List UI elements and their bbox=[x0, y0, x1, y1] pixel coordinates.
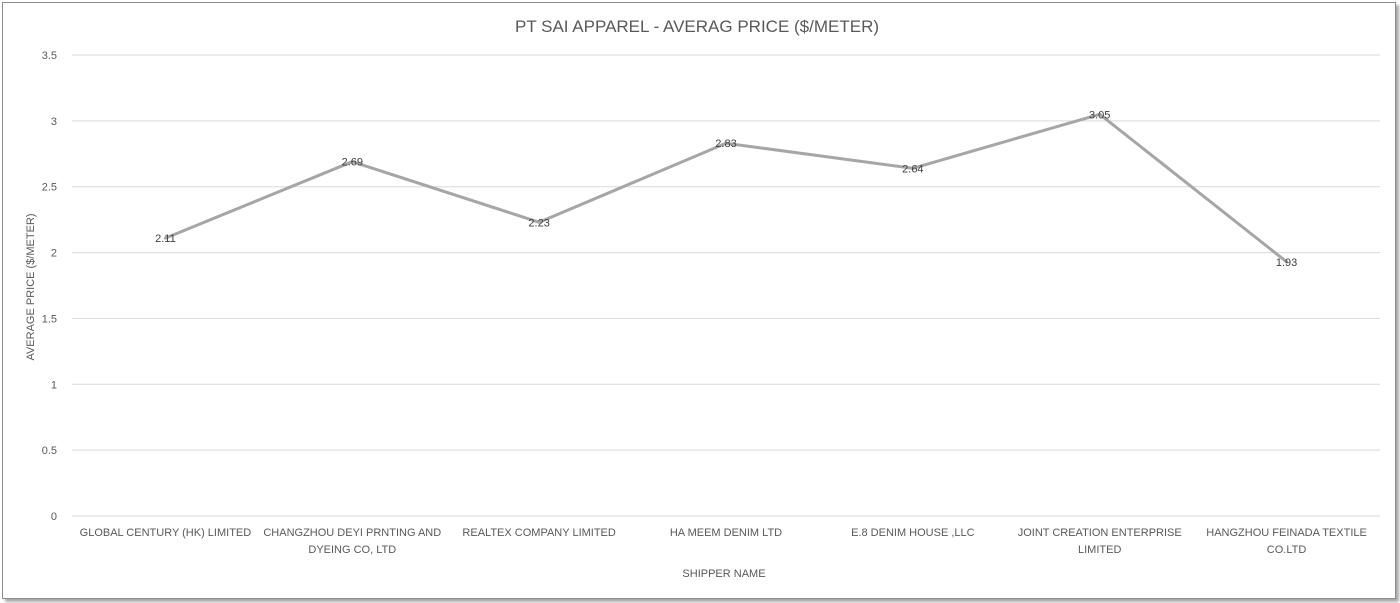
data-point bbox=[163, 236, 167, 240]
data-label: 2.83 bbox=[715, 138, 736, 150]
x-category-label: JOINT CREATION ENTERPRISE bbox=[1018, 527, 1182, 539]
y-tick-label: 0 bbox=[51, 511, 57, 523]
data-label: 2.64 bbox=[902, 163, 923, 175]
data-label: 2.11 bbox=[155, 233, 176, 245]
data-point bbox=[537, 220, 541, 224]
y-tick-label: 3 bbox=[51, 116, 57, 128]
data-label: 2.69 bbox=[342, 157, 363, 169]
data-point bbox=[724, 141, 728, 145]
y-axis-ticks: 0 0.5 1 1.5 2 2.5 3 3.5 bbox=[42, 50, 57, 523]
x-category-label: CO.LTD bbox=[1267, 544, 1307, 556]
gridlines bbox=[72, 54, 1380, 517]
chart-title: PT SAI APPAREL - AVERAG PRICE ($/METER) bbox=[515, 17, 879, 36]
series-line bbox=[163, 112, 1289, 264]
x-category-label: REALTEX COMPANY LIMITED bbox=[462, 527, 615, 539]
data-point bbox=[911, 166, 915, 170]
x-axis-title: SHIPPER NAME bbox=[682, 568, 765, 580]
x-category-label: HANGZHOU FEINADA TEXTILE bbox=[1206, 527, 1367, 539]
data-labels: 2.11 2.69 2.23 2.83 2.64 3.05 1.93 bbox=[155, 109, 1297, 269]
data-point bbox=[350, 160, 354, 164]
x-category-label: GLOBAL CENTURY (HK) LIMITED bbox=[80, 527, 252, 539]
y-tick-label: 2 bbox=[51, 248, 57, 260]
x-category-label: DYEING CO, LTD bbox=[308, 544, 396, 556]
y-tick-label: 1 bbox=[51, 379, 57, 391]
data-label: 1.93 bbox=[1276, 257, 1297, 269]
y-tick-label: 0.5 bbox=[42, 445, 57, 457]
x-category-label: E.8 DENIM HOUSE ,LLC bbox=[851, 527, 975, 539]
data-label: 2.23 bbox=[528, 217, 549, 229]
y-tick-label: 2.5 bbox=[42, 182, 57, 194]
x-category-label: CHANGZHOU DEYI PRNTING AND bbox=[263, 527, 441, 539]
x-category-label: HA MEEM DENIM LTD bbox=[670, 527, 782, 539]
data-point bbox=[1285, 260, 1289, 264]
series-polyline bbox=[163, 112, 1289, 264]
y-axis-title: AVERAGE PRICE ($/METER) bbox=[25, 213, 37, 360]
x-category-label: LIMITED bbox=[1078, 544, 1121, 556]
x-axis-categories: GLOBAL CENTURY (HK) LIMITED CHANGZHOU DEY… bbox=[80, 527, 1367, 556]
data-label: 3.05 bbox=[1089, 109, 1110, 121]
y-tick-label: 1.5 bbox=[42, 313, 57, 325]
data-point bbox=[1098, 112, 1102, 116]
y-tick-label: 3.5 bbox=[42, 50, 57, 62]
